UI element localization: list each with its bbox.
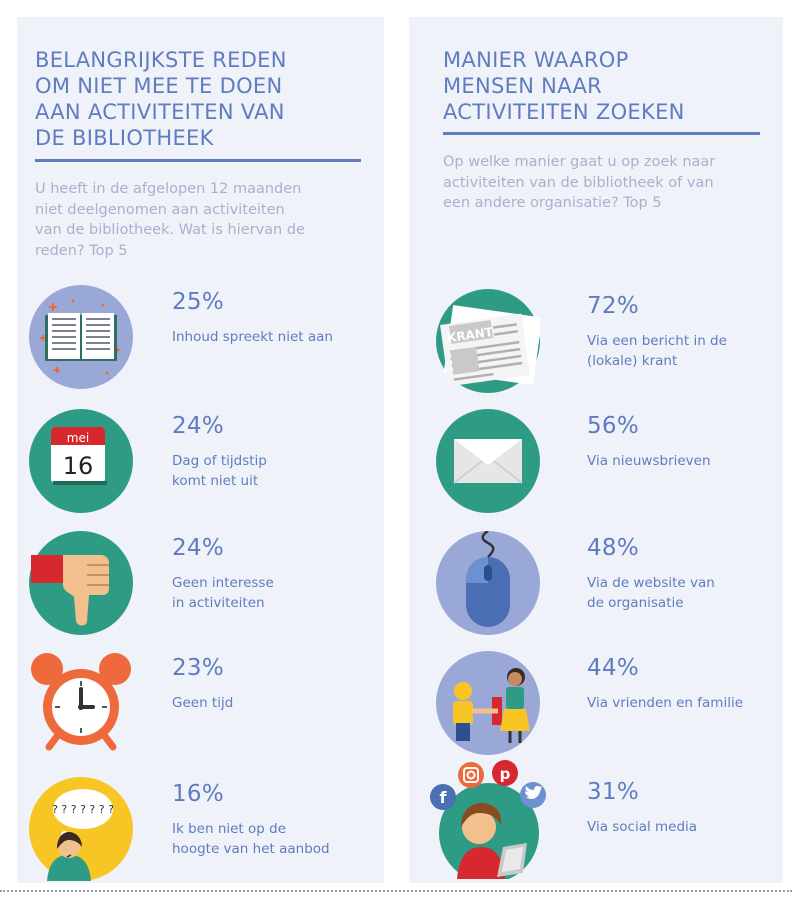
channel-percent: 31% — [587, 779, 640, 805]
svg-text:f: f — [440, 788, 448, 807]
left-panel-title: BELANGRIJKSTE REDEN OM NIET MEE TE DOEN … — [35, 48, 287, 150]
reason-percent: 24% — [172, 535, 225, 561]
reason-label: Geen interesse in activiteiten — [172, 575, 274, 611]
channel-label: Via nieuwsbrieven — [587, 453, 711, 469]
calendar-day: 16 — [63, 452, 94, 480]
right-panel: MANIER WAAROP MENSEN NAAR ACTIVITEITEN Z… — [409, 17, 783, 883]
reason-label: Dag of tijdstip komt niet uit — [172, 453, 267, 489]
reason-label: Geen tijd — [172, 695, 234, 711]
reason-percent: 23% — [172, 655, 225, 681]
envelope-icon — [436, 409, 540, 513]
right-question: Op welke manier gaat u op zoek naar acti… — [443, 154, 716, 211]
reason-item: mei 16 24% Dag of tijdstip komt niet uit — [17, 409, 384, 519]
channel-percent: 56% — [587, 413, 640, 439]
reason-percent: 24% — [172, 413, 225, 439]
calendar-icon: mei 16 — [29, 409, 133, 513]
reason-label: Ik ben niet op de hoogte van het aanbod — [172, 821, 330, 857]
thought-bubble-text: ? ? ? ? ? ? ? — [52, 803, 114, 816]
newspaper-masthead: KRANT — [446, 325, 494, 345]
channel-label: Via een bericht in de (lokale) krant — [587, 333, 727, 369]
confused-person-icon: ? ? ? ? ? ? ? — [29, 777, 133, 881]
title-divider — [443, 132, 760, 135]
alarm-clock-icon — [31, 653, 131, 751]
book-icon — [29, 285, 133, 389]
channel-percent: 44% — [587, 655, 640, 681]
channel-item: KRANT 72% Via een bericht in de (lokale)… — [409, 289, 783, 399]
channel-item: 56% Via nieuwsbrieven — [409, 409, 783, 519]
left-question: U heeft in de afgelopen 12 maanden niet … — [35, 181, 305, 259]
channel-percent: 72% — [587, 293, 640, 319]
mouse-icon — [436, 531, 540, 635]
channel-label: Via de website van de organisatie — [587, 575, 715, 611]
reason-percent: 25% — [172, 289, 225, 315]
reason-item: 24% Geen interesse in activiteiten — [17, 531, 384, 641]
reason-item: 23% Geen tijd — [17, 651, 384, 761]
title-divider — [35, 159, 361, 162]
reason-item: 25% Inhoud spreekt niet aan — [17, 285, 384, 395]
reason-label: Inhoud spreekt niet aan — [172, 329, 333, 345]
left-panel: BELANGRIJKSTE REDEN OM NIET MEE TE DOEN … — [17, 17, 384, 883]
channel-label: Via vrienden en familie — [587, 695, 744, 711]
reason-percent: 16% — [172, 781, 225, 807]
channel-percent: 48% — [587, 535, 640, 561]
right-panel-title: MANIER WAAROP MENSEN NAAR ACTIVITEITEN Z… — [443, 48, 685, 124]
friends-icon — [436, 651, 540, 755]
channel-label: Via social media — [587, 819, 698, 835]
channel-item: 48% Via de website van de organisatie — [409, 531, 783, 641]
newspaper-icon: KRANT — [436, 289, 540, 393]
channel-item: f p 31% Via social media — [409, 760, 783, 885]
thumbs-down-icon — [29, 531, 133, 635]
reason-item: ? ? ? ? ? ? ? 16% Ik ben niet op de hoog… — [17, 777, 384, 887]
channel-item: 44% Via vrienden en familie — [409, 651, 783, 761]
calendar-month: mei — [67, 431, 89, 445]
svg-text:p: p — [500, 765, 511, 783]
social-media-icon: f p — [430, 760, 546, 879]
bottom-dotted-divider — [0, 890, 792, 892]
